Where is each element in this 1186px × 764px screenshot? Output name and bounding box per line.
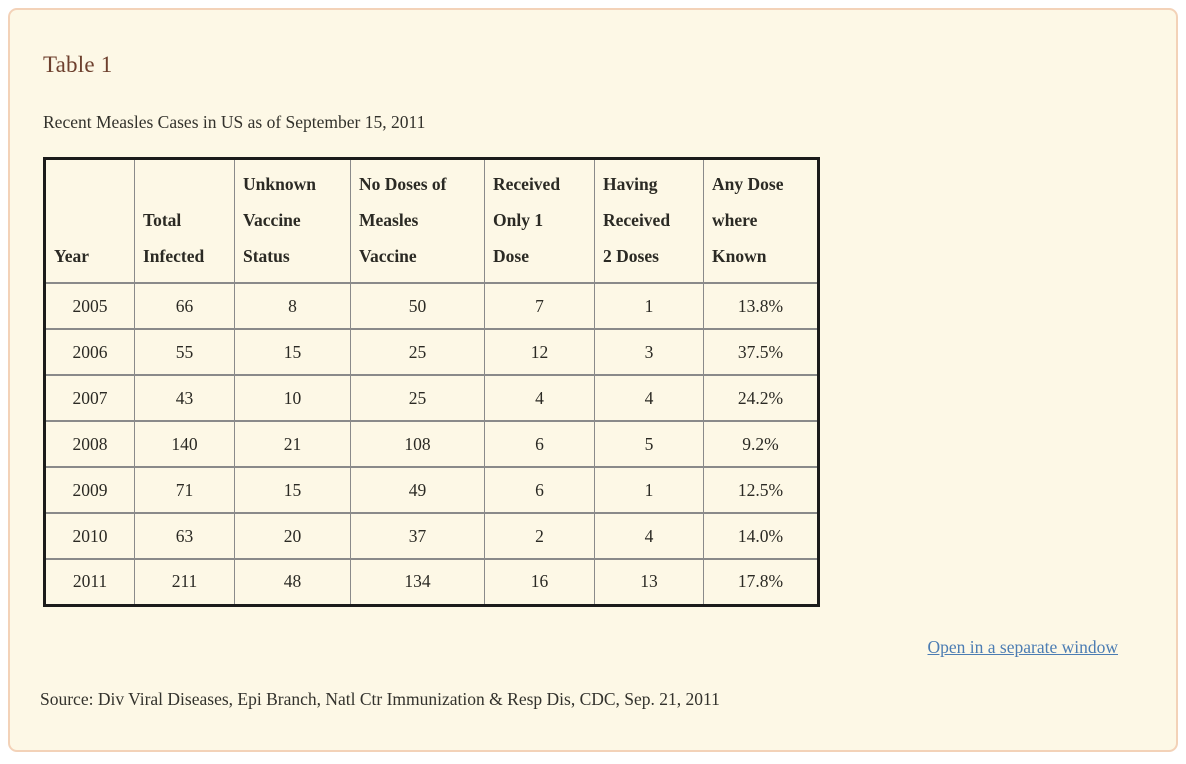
column-header: Unknown Vaccine Status [234,157,351,284]
table-row: 2006 55 15 25 12 3 37.5% [44,328,819,376]
value-cell: 20 [234,512,351,560]
source-note: Source: Div Viral Diseases, Epi Branch, … [40,688,720,709]
value-cell: 108 [350,420,485,468]
value-cell: 14.0% [703,512,819,560]
value-cell: 2 [484,512,595,560]
table-header-row: Year Total Infected Unknown Vaccine Status No … [44,157,819,284]
value-cell: 50 [350,282,485,330]
year-cell: 2009 [44,466,135,514]
value-cell: 37.5% [703,328,819,376]
measles-cases-table: Year Total Infected Unknown Vaccine Status No … [43,157,820,607]
year-cell: 2010 [44,512,135,560]
value-cell: 4 [594,374,704,422]
value-cell: 10 [234,374,351,422]
open-separate-window-link[interactable]: Open in a separate window [927,636,1119,657]
value-cell: 6 [484,466,595,514]
table-actions: Open in a separate window [43,636,1119,658]
value-cell: 25 [350,328,485,376]
value-cell: 211 [134,558,235,606]
value-cell: 134 [350,558,485,606]
value-cell: 24.2% [703,374,819,422]
table-title: Table 1 [43,52,113,77]
table-row: 2009 71 15 49 6 1 12.5% [44,466,819,514]
value-cell: 17.8% [703,558,819,606]
value-cell: 21 [234,420,351,468]
value-cell: 4 [594,512,704,560]
value-cell: 16 [484,558,595,606]
year-cell: 2007 [44,374,135,422]
column-header: Year [44,157,135,284]
table-row: 2007 43 10 25 4 4 24.2% [44,374,819,422]
value-cell: 4 [484,374,595,422]
table-panel: Table 1 Recent Measles Cases in US as of… [8,8,1178,752]
column-header: Any Dose where Known [703,157,819,284]
value-cell: 15 [234,466,351,514]
value-cell: 13.8% [703,282,819,330]
value-cell: 13 [594,558,704,606]
year-cell: 2011 [44,558,135,606]
value-cell: 43 [134,374,235,422]
value-cell: 3 [594,328,704,376]
value-cell: 5 [594,420,704,468]
value-cell: 48 [234,558,351,606]
table-caption: Recent Measles Cases in US as of Septemb… [43,112,426,132]
value-cell: 12 [484,328,595,376]
year-cell: 2006 [44,328,135,376]
column-header: Having Received 2 Doses [594,157,704,284]
value-cell: 63 [134,512,235,560]
value-cell: 66 [134,282,235,330]
value-cell: 1 [594,282,704,330]
table-row: 2008 140 21 108 6 5 9.2% [44,420,819,468]
value-cell: 7 [484,282,595,330]
year-cell: 2008 [44,420,135,468]
column-header: Total Infected [134,157,235,284]
value-cell: 6 [484,420,595,468]
column-header: No Doses of Measles Vaccine [350,157,485,284]
value-cell: 140 [134,420,235,468]
year-cell: 2005 [44,282,135,330]
table-row: 2011 211 48 134 16 13 17.8% [44,558,819,606]
value-cell: 8 [234,282,351,330]
value-cell: 49 [350,466,485,514]
value-cell: 12.5% [703,466,819,514]
value-cell: 9.2% [703,420,819,468]
table-row: 2010 63 20 37 2 4 14.0% [44,512,819,560]
value-cell: 37 [350,512,485,560]
value-cell: 55 [134,328,235,376]
column-header: Received Only 1 Dose [484,157,595,284]
value-cell: 25 [350,374,485,422]
table-row: 2005 66 8 50 7 1 13.8% [44,282,819,330]
value-cell: 15 [234,328,351,376]
value-cell: 1 [594,466,704,514]
value-cell: 71 [134,466,235,514]
